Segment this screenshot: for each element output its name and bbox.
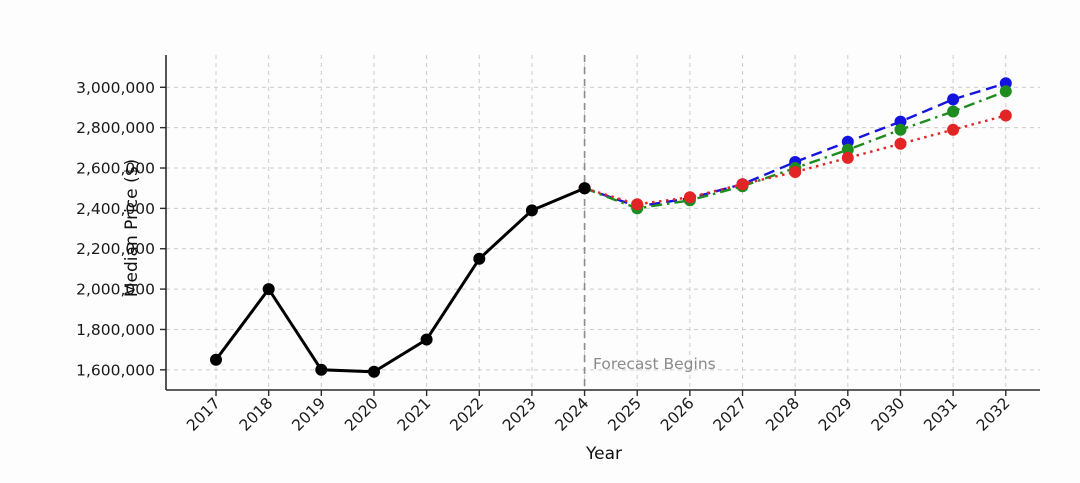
x-tick-label: 2027 [710,394,751,435]
tick-label-layer: 2017 2018 2019 2020 2021 2022 2023 2024 2025 2026… [76,79,1013,435]
y-axis-label: Median Price ($) [122,159,142,297]
y-tick-label: 2,800,000 [76,119,155,137]
y-tick-label: 2,600,000 [76,160,155,178]
x-tick-label: 2022 [446,394,487,435]
x-tick-label: 2031 [920,394,961,435]
axes-layer [160,55,1040,396]
x-tick-label: 2030 [868,394,909,435]
historical-path [214,186,586,374]
forecast-green-dashdot-path [584,90,1007,210]
forecast-green-dashdot-marker [999,85,1012,98]
forecast-red-dotted-marker [736,178,749,191]
y-tick-label: 2,400,000 [76,200,155,218]
x-tick-label: 2024 [552,394,593,435]
x-tick-label: 2025 [604,394,645,435]
forecast-green-dashdot-marker [894,123,907,136]
x-tick-label: 2023 [499,394,540,435]
forecast-red-dotted-marker [841,151,854,164]
historical-marker [525,204,538,217]
historical-marker [262,283,275,296]
historical-marker [420,333,433,346]
historical-marker [210,353,222,366]
x-tick-label: 2029 [815,394,856,435]
x-tick-label: 2019 [289,394,330,435]
forecast-red-dotted-marker [947,123,960,136]
x-axis-label: Year [585,444,622,464]
x-tick-label: 2026 [657,394,698,435]
forecast-red-dotted-marker [789,166,802,178]
historical-marker [315,363,328,376]
x-tick-label: 2020 [341,394,382,435]
y-tick-label: 1,800,000 [76,321,155,339]
historical-marker [578,182,591,195]
forecast-blue-dashed-path [584,82,1007,208]
forecast-green-dashdot-marker [947,105,960,118]
x-tick-label: 2032 [973,394,1014,435]
x-tick-label: 2028 [762,394,803,435]
y-tick-label: 2,200,000 [76,240,155,258]
historical-line [210,182,591,378]
historical-marker [368,365,380,378]
y-tick-label: 3,000,000 [76,79,155,97]
forecast-blue-dashed-marker [947,93,960,106]
forecast-red-dotted-marker [999,109,1012,122]
forecast-red-dotted-marker [631,198,644,211]
historical-marker [473,252,486,265]
y-tick-label: 1,600,000 [76,361,155,379]
forecast-red-dotted-marker [894,137,907,150]
grid-layer [166,55,1040,390]
x-tick-label: 2021 [394,394,435,435]
series-layer [210,77,1012,378]
x-tick-label: 2017 [183,394,224,435]
forecast-begins-annotation: Forecast Begins [593,355,716,373]
y-tick-label: 2,000,000 [76,281,155,299]
forecast-red-dotted-marker [683,191,696,204]
x-tick-label: 2018 [236,394,277,435]
